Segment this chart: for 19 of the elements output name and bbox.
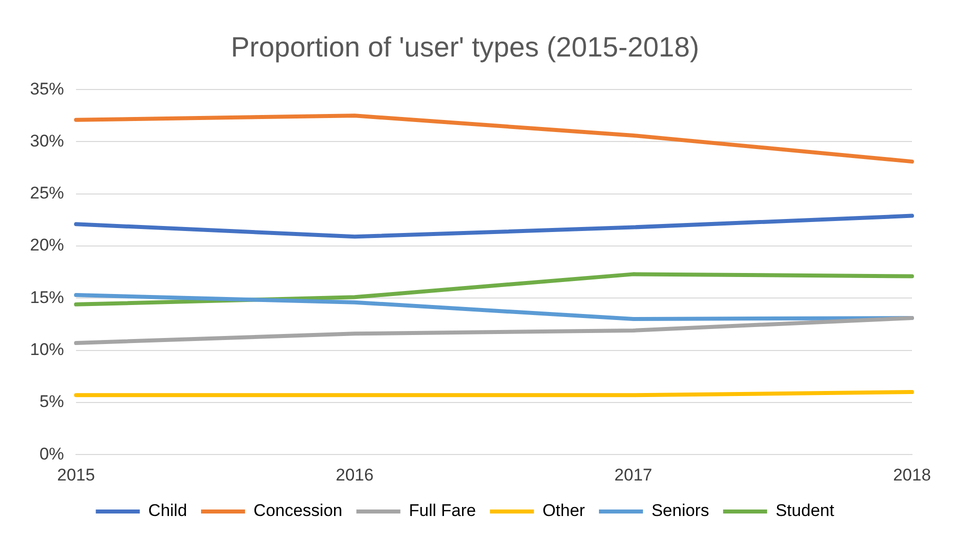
y-tick-label: 30% [30, 131, 64, 150]
legend-label: Concession [254, 501, 342, 520]
x-tick-label: 2015 [57, 465, 95, 484]
y-tick-label: 0% [39, 444, 64, 464]
x-tick-label: 2017 [614, 465, 652, 484]
chart-title: Proportion of 'user' types (2015-2018) [230, 32, 700, 63]
y-tick-label: 25% [30, 184, 64, 203]
legend-label: Student [776, 501, 834, 520]
x-tick-label: 2016 [336, 465, 374, 484]
legend-label: Other [542, 501, 586, 520]
y-tick-label: 10% [30, 340, 64, 359]
y-tick-label: 20% [30, 236, 64, 255]
legend-label: Full Fare [408, 501, 476, 520]
legend-label: Seniors [651, 501, 710, 520]
y-tick-label: 5% [39, 392, 64, 412]
y-tick-label: 15% [30, 288, 64, 307]
legend-label: Child [148, 501, 188, 520]
y-tick-label: 35% [30, 79, 64, 98]
x-tick-label: 2018 [893, 465, 931, 484]
